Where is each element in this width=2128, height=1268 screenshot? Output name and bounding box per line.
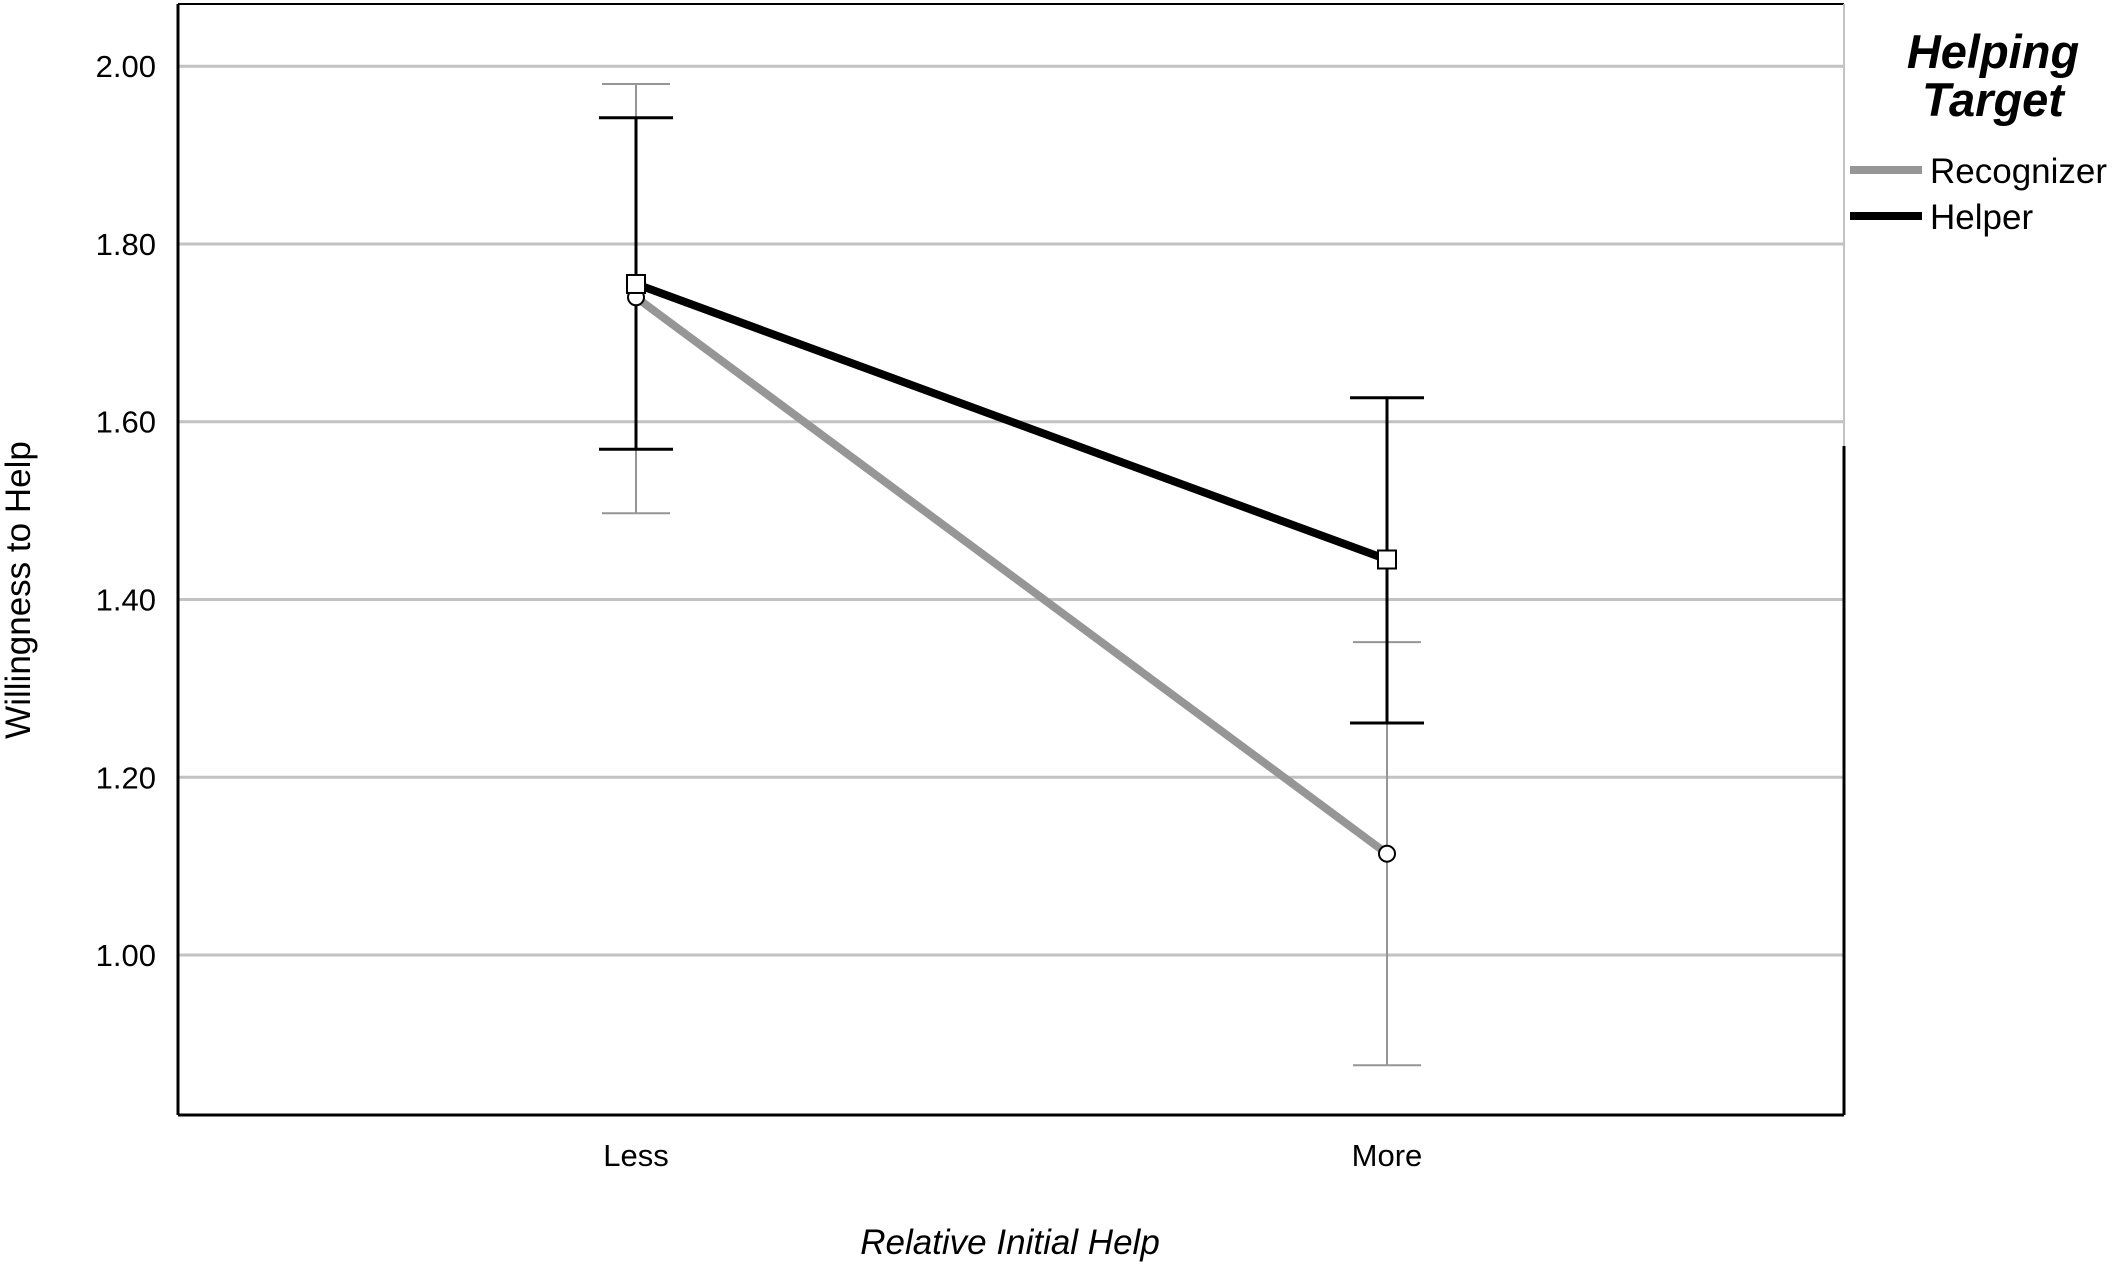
recognizer-point	[1378, 844, 1396, 863]
x-tick-labels: Less More	[603, 1138, 1422, 1173]
plot-frame	[176, 3, 1846, 1117]
y-tick-label: 2.00	[96, 49, 156, 84]
x-axis-title: Relative Initial Help	[860, 1223, 1160, 1262]
y-tick-labels: 1.00 1.20 1.40 1.60 1.80 2.00	[96, 49, 156, 973]
gridlines	[178, 64, 1844, 957]
helper-legend-label: Helper	[1930, 198, 2033, 237]
helper-point	[626, 273, 646, 294]
x-tick-label: Less	[603, 1138, 668, 1173]
y-tick-label: 1.60	[96, 405, 156, 440]
recognizer-legend-label: Recognizer	[1930, 152, 2107, 191]
legend-title-line-2: Target	[1922, 73, 2066, 126]
legend-title-line-1: Helping	[1907, 25, 2079, 78]
y-tick-label: 1.80	[96, 227, 156, 262]
y-axis-title: Willingness to Help	[0, 441, 38, 739]
y-tick-label: 1.00	[96, 938, 156, 973]
y-tick-label: 1.20	[96, 760, 156, 795]
x-tick-label: More	[1352, 1138, 1423, 1173]
legend: Helping Target Recognizer Helper	[1850, 25, 2107, 237]
helper-point	[1377, 549, 1397, 570]
series-markers	[626, 273, 1397, 863]
recognizer-line	[633, 294, 1390, 857]
y-tick-label: 1.40	[96, 582, 156, 617]
helper-line	[634, 280, 1389, 564]
series-lines	[633, 280, 1390, 857]
legend-items: Recognizer Helper	[1850, 152, 2107, 237]
